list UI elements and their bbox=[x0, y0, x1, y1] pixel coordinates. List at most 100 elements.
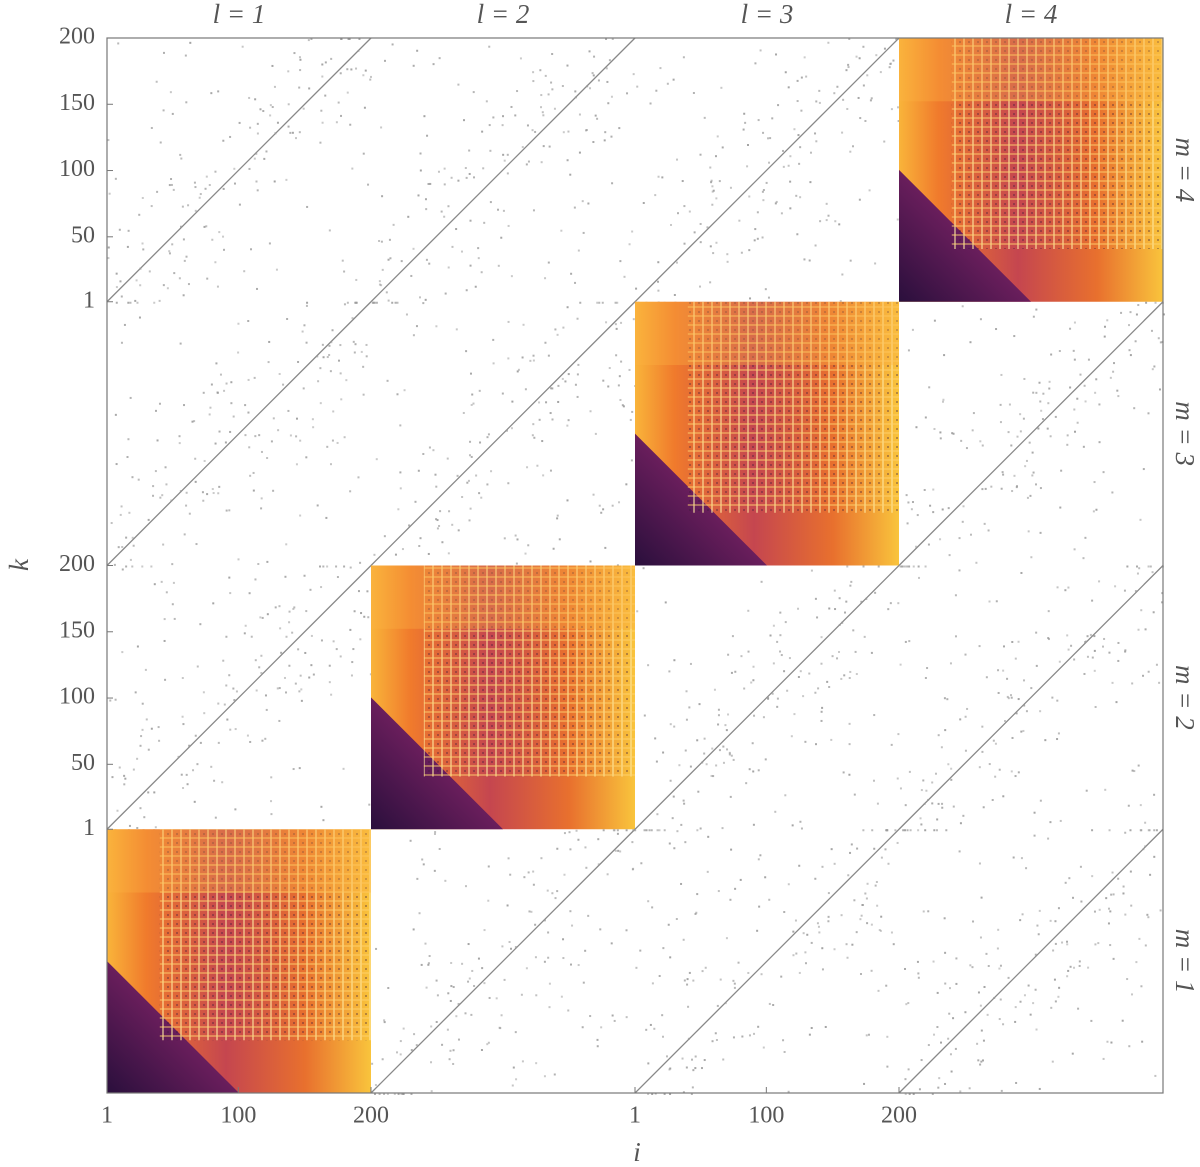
noise-dot bbox=[352, 648, 355, 651]
noise-dot bbox=[1076, 397, 1079, 400]
noise-dot bbox=[777, 104, 780, 107]
noise-dot bbox=[229, 592, 232, 595]
noise-dot bbox=[164, 678, 167, 681]
noise-dot bbox=[475, 474, 478, 477]
noise-dot bbox=[740, 655, 743, 658]
noise-dot bbox=[800, 76, 803, 79]
noise-dot bbox=[574, 96, 577, 99]
noise-dot bbox=[480, 496, 483, 499]
noise-dot bbox=[651, 982, 654, 985]
noise-dot bbox=[163, 618, 166, 621]
noise-dot bbox=[879, 929, 882, 932]
noise-dot bbox=[689, 765, 692, 768]
noise-dot bbox=[127, 229, 130, 232]
noise-dot bbox=[820, 636, 823, 639]
noise-dot bbox=[1002, 669, 1005, 672]
noise-dot bbox=[904, 1078, 907, 1081]
noise-dot bbox=[210, 92, 213, 95]
noise-dot bbox=[551, 88, 554, 91]
noise-dot bbox=[483, 982, 486, 985]
noise-dot bbox=[164, 466, 167, 469]
noise-dot bbox=[750, 681, 753, 684]
noise-dot bbox=[699, 153, 702, 156]
noise-dot bbox=[365, 355, 368, 358]
noise-dot bbox=[487, 433, 490, 436]
noise-dot bbox=[497, 264, 500, 267]
noise-dot bbox=[435, 325, 438, 328]
noise-dot bbox=[726, 253, 729, 256]
noise-dot bbox=[1142, 468, 1145, 471]
noise-dot bbox=[657, 175, 660, 178]
noise-dot bbox=[267, 361, 270, 364]
noise-dot bbox=[293, 606, 296, 609]
noise-dot bbox=[532, 423, 535, 426]
noise-dot bbox=[254, 659, 257, 662]
noise-dot bbox=[516, 90, 519, 93]
noise-dot bbox=[553, 1073, 556, 1076]
noise-dot bbox=[1010, 696, 1013, 699]
x-tick-label: 1 bbox=[101, 1103, 113, 1129]
noise-dot bbox=[150, 565, 153, 568]
noise-dot bbox=[237, 322, 240, 325]
noise-dot bbox=[362, 152, 365, 155]
noise-dot bbox=[596, 301, 599, 304]
noise-dot bbox=[470, 403, 473, 406]
noise-dot bbox=[519, 57, 522, 60]
noise-dot bbox=[1137, 628, 1140, 631]
noise-dot bbox=[1122, 885, 1125, 888]
noise-dot bbox=[577, 964, 580, 967]
noise-dot bbox=[417, 194, 420, 197]
noise-dot bbox=[796, 233, 799, 236]
noise-dot bbox=[824, 1025, 827, 1028]
noise-dot bbox=[1027, 984, 1030, 987]
noise-dot bbox=[492, 116, 495, 119]
noise-dot bbox=[1047, 638, 1050, 641]
noise-dot bbox=[804, 951, 807, 954]
noise-dot bbox=[194, 480, 197, 483]
noise-dot bbox=[663, 1093, 666, 1095]
noise-dot bbox=[470, 1013, 473, 1016]
noise-dot bbox=[532, 80, 535, 83]
noise-dot bbox=[962, 814, 965, 817]
noise-dot bbox=[547, 931, 550, 934]
noise-dot bbox=[727, 653, 730, 656]
noise-dot bbox=[718, 180, 721, 183]
noise-dot bbox=[628, 243, 631, 246]
noise-dot bbox=[1124, 831, 1127, 834]
noise-dot bbox=[317, 380, 320, 383]
noise-dot bbox=[487, 1041, 490, 1044]
noise-dot bbox=[310, 634, 313, 637]
noise-dot bbox=[455, 328, 458, 331]
noise-dot bbox=[894, 829, 897, 832]
noise-dot bbox=[436, 994, 439, 997]
noise-dot bbox=[156, 190, 159, 193]
noise-dot bbox=[727, 713, 730, 716]
noise-dot bbox=[862, 565, 865, 568]
noise-dot bbox=[1128, 349, 1131, 352]
noise-dot bbox=[717, 723, 720, 726]
noise-dot bbox=[531, 129, 534, 132]
noise-dot bbox=[154, 470, 157, 473]
noise-dot bbox=[351, 661, 354, 664]
noise-dot bbox=[153, 301, 156, 304]
noise-dot bbox=[905, 1003, 908, 1006]
noise-dot bbox=[906, 565, 909, 568]
noise-dot bbox=[319, 141, 322, 144]
noise-dot bbox=[136, 645, 139, 648]
noise-dot bbox=[335, 648, 338, 651]
noise-dot bbox=[532, 71, 535, 74]
noise-dot bbox=[1110, 893, 1113, 896]
noise-dot bbox=[830, 738, 833, 741]
noise-dot bbox=[120, 295, 123, 298]
noise-dot bbox=[432, 449, 435, 452]
block-texture bbox=[423, 565, 635, 777]
noise-dot bbox=[772, 1004, 775, 1007]
noise-dot bbox=[1007, 431, 1010, 434]
noise-dot bbox=[1039, 799, 1042, 802]
noise-dot bbox=[911, 501, 914, 504]
noise-dot bbox=[748, 249, 751, 252]
noise-dot bbox=[165, 591, 168, 594]
noise-dot bbox=[255, 152, 258, 155]
noise-dot bbox=[225, 382, 228, 385]
noise-dot bbox=[762, 189, 765, 192]
